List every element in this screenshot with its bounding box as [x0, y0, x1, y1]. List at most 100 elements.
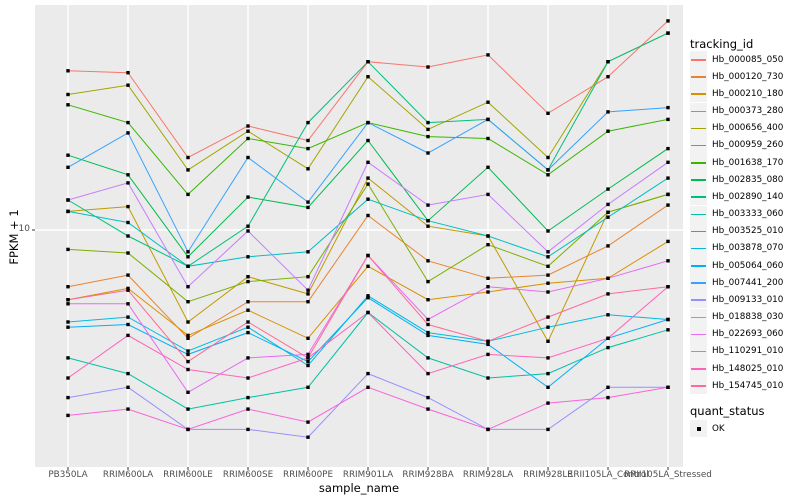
data-point: [306, 292, 310, 296]
data-point: [66, 209, 70, 214]
data-point: [546, 401, 550, 405]
data-point: [666, 239, 670, 244]
data-point: [486, 427, 490, 432]
data-point: [486, 243, 490, 247]
data-point: [246, 224, 250, 228]
data-point: [186, 336, 190, 340]
data-point: [606, 129, 610, 133]
data-point: [606, 210, 610, 214]
data-point: [426, 151, 430, 155]
data-point: [426, 371, 430, 376]
data-point: [426, 134, 430, 139]
data-point: [426, 279, 430, 284]
data-point: [66, 395, 70, 400]
data-point: [486, 276, 490, 280]
data-point: [66, 325, 70, 329]
data-point: [126, 288, 130, 292]
data-point: [366, 296, 370, 300]
data-point: [126, 302, 130, 306]
data-point: [126, 173, 130, 177]
data-point: [126, 181, 130, 185]
data-point: [246, 195, 250, 199]
data-point: [246, 407, 250, 411]
data-point: [186, 264, 190, 268]
data-point: [546, 173, 550, 177]
data-point: [246, 155, 250, 160]
data-point: [306, 120, 310, 125]
data-point: [306, 336, 310, 340]
data-point: [186, 427, 190, 432]
data-point: [666, 31, 670, 35]
y-axis-title: FPKM + 1: [7, 209, 21, 265]
data-point: [546, 273, 550, 277]
data-point: [546, 290, 550, 294]
data-point: [246, 279, 250, 284]
x-tick-label: RRIM928LE: [523, 470, 573, 480]
data-point: [66, 247, 70, 252]
data-point: [186, 192, 190, 197]
data-point: [306, 200, 310, 204]
data-point: [66, 165, 70, 169]
data-point: [486, 53, 490, 57]
data-point: [366, 75, 370, 79]
data-point: [666, 259, 670, 263]
data-point: [126, 322, 130, 327]
data-point: [246, 356, 250, 360]
data-point: [66, 356, 70, 360]
data-point: [66, 302, 70, 306]
data-point: [66, 153, 70, 157]
x-tick-label: RRIM600LA: [102, 470, 154, 480]
data-point: [246, 330, 250, 335]
data-point: [366, 213, 370, 218]
data-point: [186, 155, 190, 160]
data-point: [546, 371, 550, 376]
data-point: [606, 110, 610, 114]
data-point: [606, 395, 610, 400]
data-point: [306, 288, 310, 292]
data-point: [486, 290, 490, 294]
data-point: [426, 203, 430, 207]
data-point: [666, 203, 670, 207]
data-point: [126, 286, 130, 291]
data-point: [426, 298, 430, 302]
data-point: [126, 120, 130, 125]
data-point: [606, 276, 610, 280]
data-point: [606, 292, 610, 296]
data-point: [126, 315, 130, 319]
data-point: [366, 60, 370, 64]
data-point: [306, 167, 310, 171]
data-point: [126, 333, 130, 338]
x-tick-label: RRIM600PE: [282, 470, 334, 480]
data-point: [186, 333, 190, 338]
data-point: [366, 253, 370, 258]
data-point: [306, 356, 310, 360]
data-point: [66, 69, 70, 73]
data-point: [546, 155, 550, 160]
data-point: [426, 224, 430, 228]
data-point: [666, 146, 670, 151]
x-tick-label: RRII105LA_Stressed: [624, 470, 712, 480]
data-point: [366, 371, 370, 376]
data-point: [426, 356, 430, 360]
data-point: [546, 385, 550, 389]
data-point: [126, 83, 130, 87]
data-point: [246, 255, 250, 259]
data-point: [606, 60, 610, 64]
data-point: [306, 385, 310, 389]
data-point: [126, 371, 130, 376]
data-point: [546, 325, 550, 329]
data-point: [66, 198, 70, 202]
data-point: [66, 320, 70, 324]
data-point: [246, 376, 250, 380]
x-tick-label: RRIM600LE: [163, 470, 213, 480]
data-point: [126, 71, 130, 75]
data-point: [306, 435, 310, 439]
data-point: [666, 385, 670, 389]
data-point: [306, 250, 310, 254]
data-point: [546, 250, 550, 254]
data-point: [426, 407, 430, 411]
data-point: [366, 310, 370, 315]
data-point: [366, 264, 370, 268]
data-point: [426, 333, 430, 338]
data-point: [366, 182, 370, 186]
